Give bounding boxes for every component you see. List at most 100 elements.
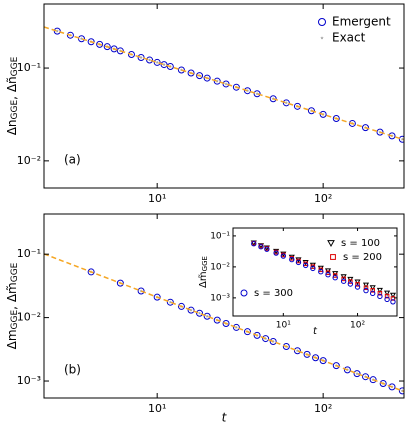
marker-triangle [362,282,370,289]
marker-circle [318,268,324,275]
marker-circle [251,241,257,247]
marker-triangle [295,257,302,263]
legend-label: s = 200 [343,252,382,263]
y-tick-label: 10⁻² [17,154,41,167]
marker-circle [53,27,61,35]
marker-circle [258,244,264,250]
plot-area [44,253,404,395]
marker-circle [363,287,369,294]
marker-star [162,62,166,66]
fit-line [44,253,404,393]
marker-circle [282,99,290,107]
marker-circle [187,69,195,77]
marker-circle [87,38,95,46]
x-axis-label: t [313,326,318,337]
marker-circle [153,58,161,66]
marker-circle [319,110,327,118]
marker-circle [177,66,185,74]
marker-circle [262,335,270,343]
marker-circle [232,83,240,91]
marker-star [234,325,238,329]
marker-circle [388,132,396,140]
marker-circle [398,387,404,395]
marker-circle [137,287,145,295]
marker-circle [240,289,248,297]
x-tick-label: 10² [314,192,332,205]
marker-circle [196,72,204,80]
marker-circle [369,376,377,384]
x-tick-label: 10² [350,321,365,331]
marker-circle [354,284,361,290]
marker-circle [153,293,161,301]
y-axis-label-part: , Δm̃ [5,282,19,310]
marker-circle [222,319,230,327]
marker-star [245,89,250,93]
marker-circle [137,53,145,61]
y-tick-label: 10⁻¹ [210,231,230,241]
marker-circle [264,246,270,252]
marker-circle [280,253,287,259]
y-axis-label-subscript: GGE [10,310,20,330]
marker-circle [166,62,174,70]
x-tick-label: 10¹ [148,192,166,205]
axes-frame [43,3,405,189]
marker-square [384,293,390,299]
marker-circle [362,373,370,381]
marker-circle [196,309,204,317]
marker-circle [390,299,396,305]
marker-circle [293,347,301,355]
legend-label: s = 300 [254,288,293,299]
marker-circle [116,279,124,287]
marker-circle [269,95,277,103]
marker-circle [310,265,316,272]
marker-circle [289,256,295,263]
marker-square [390,296,396,301]
marker-circle [103,43,111,51]
panel-label: (b) [64,363,81,377]
panel-label: (a) [64,153,81,167]
marker-circle [87,268,95,276]
y-tick-label: 10⁻³ [17,374,41,387]
marker-square [370,288,375,293]
y-axis-label-subscript: GGE [201,256,209,271]
marker-triangle [257,243,265,249]
y-axis-label-part: , Δñ [5,76,19,99]
marker-circle [377,293,383,300]
marker-star [189,308,193,312]
marker-circle [307,107,315,115]
marker-circle [347,281,354,287]
y-axis-label-part: Δm [5,329,19,349]
x-tick-label: 10¹ [148,402,166,415]
marker-circle [302,262,309,269]
marker-star [155,60,159,64]
marker-star [224,82,228,86]
marker-circle [177,302,185,310]
marker-triangle [384,290,391,297]
marker-star [264,336,268,340]
marker-triangle [263,245,270,251]
marker-circle [282,343,290,351]
marker-square [363,285,369,291]
marker-star [55,29,59,33]
marker-circle [243,87,251,95]
y-axis-label-subscript: GGE [10,56,20,76]
y-tick-label: 10⁻¹ [17,61,41,74]
legend-label: s = 100 [341,238,380,249]
marker-circle [146,56,154,64]
y-tick-label: 10⁻² [17,311,41,324]
marker-square [377,290,383,296]
marker-circle [166,298,174,306]
marker-triangle [354,279,361,285]
marker-circle [332,274,338,281]
marker-circle [398,135,404,143]
y-axis-label-subscript: GGE [10,262,20,282]
marker-circle [353,370,361,378]
marker-circle [160,61,168,69]
y-tick-label: 10⁻² [210,262,230,272]
y-tick-label: 10⁻³ [210,293,230,303]
marker-triangle [327,240,335,248]
marker-square [332,273,338,278]
x-axis-label: t [222,411,228,425]
marker-circle [213,77,221,85]
